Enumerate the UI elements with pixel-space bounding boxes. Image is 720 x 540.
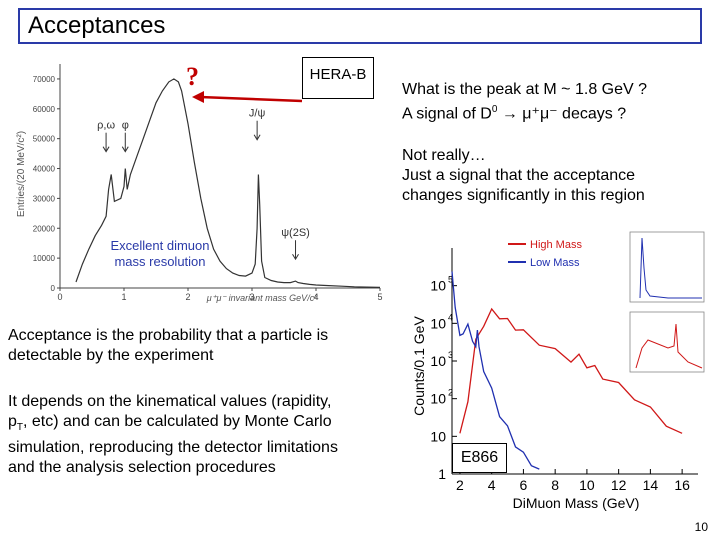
e866-x-tick-label: 16 xyxy=(674,477,690,493)
e866-x-tick-label: 8 xyxy=(551,477,559,493)
pt-subscript: T xyxy=(16,422,24,434)
e866-label-box: E866 xyxy=(452,443,507,473)
peak-arrow xyxy=(199,95,303,103)
hera-peak-arrow-head xyxy=(253,134,261,141)
hera-y-ticks: 0 10000 20000 30000 40000 50000 60000 70000 xyxy=(33,75,60,293)
hera-x-ticks: 0 1 2 3 4 5 xyxy=(57,288,383,302)
e866-x-axis-label: DiMuon Mass (GeV) xyxy=(513,495,640,511)
hera-x-tick-label: 0 xyxy=(57,292,62,302)
e866-y-tick-exponent: 3 xyxy=(448,350,453,360)
inset-low-curve xyxy=(639,237,702,299)
acceptance-dependence-line1: It depends on the kinematical values (ra… xyxy=(8,393,332,410)
answer-line1: Not really… xyxy=(402,147,486,164)
e866-y-tick-label: 10 xyxy=(430,428,446,444)
mass-resolution-note-line1: Excellent dimuon xyxy=(110,238,210,253)
hera-y-tick-label: 60000 xyxy=(33,105,56,114)
acceptance-definition-line1: Acceptance is the probability that a par… xyxy=(8,327,329,344)
e866-x-tick-label: 6 xyxy=(520,477,528,493)
hera-axes xyxy=(59,64,380,289)
mass-resolution-note-line2: mass resolution xyxy=(114,254,206,269)
hera-x-axis-label: μ⁺μ⁻ invariant mass GeV/c² xyxy=(206,293,318,303)
e866-y-tick-exponent: 4 xyxy=(448,312,453,322)
legend-low-label: Low Mass xyxy=(530,257,580,269)
e866-y-tick-label: 10 xyxy=(430,391,446,407)
inset-high-mass xyxy=(629,311,705,373)
hera-x-tick-label: 5 xyxy=(377,292,382,302)
acceptance-definition: Acceptance is the probability that a par… xyxy=(8,326,398,366)
e866-low-mass-line xyxy=(451,271,540,470)
acceptance-dependence-line2: pT, etc) and can be calculated by Monte … xyxy=(8,412,398,438)
hera-peak-arrow-head xyxy=(121,146,129,153)
question-line2: A signal of D0 → μ⁺μ⁻ decays ? xyxy=(402,100,712,124)
inset-high-frame xyxy=(629,311,705,373)
hera-b-chart: Entries/(20 MeV/c²) μ⁺μ⁻ invariant mass … xyxy=(16,64,383,303)
inset-low-mass xyxy=(629,231,705,303)
hera-y-tick-label: 10000 xyxy=(33,254,56,263)
answer-line2: Just a signal that the acceptance xyxy=(402,167,636,184)
hera-peak-labels: ρ,ω φ J/ψ ψ(2S) xyxy=(97,108,310,261)
e866-y-tick-label: 10 xyxy=(430,353,446,369)
mass-resolution-note: Excellent dimuon mass resolution xyxy=(100,238,220,270)
hera-peak-label: φ xyxy=(122,120,129,132)
hera-x-tick-label: 1 xyxy=(121,292,126,302)
hera-y-tick-label: 30000 xyxy=(33,194,56,203)
slide-title: Acceptances xyxy=(18,8,702,44)
answer-text: Not really… Just a signal that the accep… xyxy=(402,146,712,206)
slide-title-text: Acceptances xyxy=(28,12,166,39)
hera-peak-label: ρ,ω xyxy=(97,120,115,132)
hera-peak-label: J/ψ xyxy=(249,108,266,120)
hera-y-axis-label: Entries/(20 MeV/c²) xyxy=(16,131,27,217)
question-line2-post: → μ⁺μ⁻ decays ? xyxy=(497,105,627,123)
hera-b-label-box: HERA-B xyxy=(302,57,374,99)
acceptance-definition-line2: detectable by the experiment xyxy=(8,347,214,364)
e866-y-tick-exponent: 2 xyxy=(448,388,453,398)
question-line2-pre: A signal of D xyxy=(402,105,492,123)
hera-y-tick-label: 50000 xyxy=(33,135,56,144)
hera-b-label: HERA-B xyxy=(309,66,367,83)
hera-y-tick-label: 20000 xyxy=(33,224,56,233)
question-line2-sup: 0 xyxy=(491,104,498,115)
e866-x-tick-label: 12 xyxy=(611,477,627,493)
hera-peak-label: ψ(2S) xyxy=(281,227,310,239)
e866-x-tick-label: 14 xyxy=(643,477,659,493)
e866-x-tick-label: 4 xyxy=(488,477,496,493)
hera-x-tick-label: 3 xyxy=(249,292,254,302)
question-text: What is the peak at M ~ 1.8 GeV ? A sign… xyxy=(402,80,712,124)
hera-peak-arrow-head xyxy=(292,253,299,261)
hera-peak-arrow-head xyxy=(102,146,110,153)
legend-high-label: High Mass xyxy=(530,239,582,251)
e866-y-tick-exponent: 5 xyxy=(448,275,453,285)
e866-x-tick-label: 2 xyxy=(456,477,464,493)
e866-y-tick-label: 10 xyxy=(430,315,446,331)
acceptance-dependence-line4: and the analysis selection procedures xyxy=(8,459,276,477)
e866-high-mass-line xyxy=(459,307,683,434)
e866-y-tick-label: 1 xyxy=(438,466,446,482)
e866-label: E866 xyxy=(460,449,499,466)
pt-symbol: p xyxy=(8,413,17,430)
hera-x-tick-label: 4 xyxy=(313,292,318,302)
e866-x-ticks: 2 4 6 8 10 12 14 16 xyxy=(456,469,690,493)
acceptance-dependence: It depends on the kinematical values (ra… xyxy=(8,392,398,478)
e866-legend: High Mass Low Mass xyxy=(508,239,582,269)
acceptance-dependence-line2-rest: , etc) and can be calculated by Monte Ca… xyxy=(23,413,332,430)
question-mark: ? xyxy=(186,62,199,91)
hera-x-tick-label: 2 xyxy=(185,292,190,302)
acceptance-dependence-line3: simulation, reproducing the detector lim… xyxy=(8,439,338,457)
peak-arrow-head xyxy=(192,91,204,103)
answer-line3: changes significantly in this region xyxy=(402,187,645,204)
e866-y-tick-label: 10 xyxy=(430,278,446,294)
hera-data-line xyxy=(75,78,381,288)
page-number: 10 xyxy=(694,520,708,534)
question-line1: What is the peak at M ~ 1.8 GeV ? xyxy=(402,81,648,98)
hera-y-tick-label: 0 xyxy=(51,284,56,293)
hera-y-tick-label: 40000 xyxy=(33,165,56,174)
e866-x-tick-label: 10 xyxy=(579,477,595,493)
e866-y-axis-label: Counts/0.1 GeV xyxy=(411,316,427,416)
inset-high-curve xyxy=(635,323,703,369)
hera-y-tick-label: 70000 xyxy=(33,75,56,84)
